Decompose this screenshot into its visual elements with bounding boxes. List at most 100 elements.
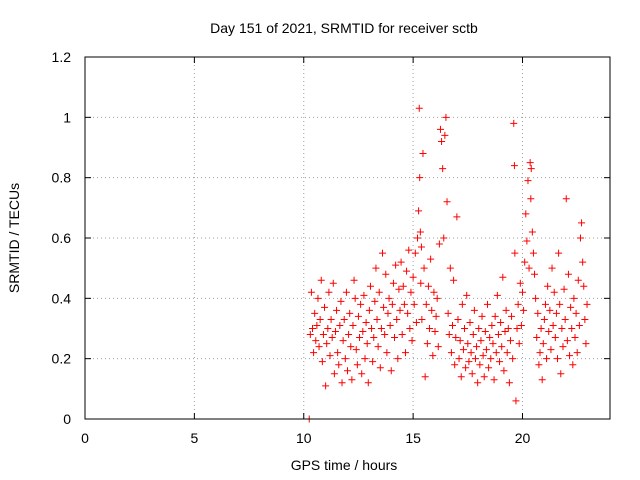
data-point bbox=[338, 379, 346, 387]
data-point bbox=[544, 282, 552, 290]
data-point bbox=[316, 315, 324, 323]
data-point bbox=[406, 325, 414, 332]
x-tick-label: 20 bbox=[515, 430, 531, 446]
data-point bbox=[532, 294, 540, 302]
y-tick-label: 0.8 bbox=[52, 170, 72, 186]
data-point bbox=[527, 165, 535, 173]
data-point bbox=[481, 328, 489, 336]
data-point bbox=[538, 376, 546, 384]
x-tick-label: 0 bbox=[81, 430, 89, 446]
data-point bbox=[499, 273, 507, 281]
data-point bbox=[344, 367, 351, 375]
data-point bbox=[529, 249, 537, 257]
data-point bbox=[464, 340, 472, 348]
y-tick-label: 0.6 bbox=[52, 230, 72, 246]
chart-title: Day 151 of 2021, SRMTID for receiver sct… bbox=[210, 20, 478, 36]
data-point bbox=[488, 321, 496, 329]
data-point bbox=[489, 340, 497, 348]
data-point bbox=[387, 367, 395, 375]
data-point bbox=[422, 300, 430, 308]
data-point bbox=[484, 300, 491, 308]
data-point bbox=[470, 306, 478, 314]
data-point bbox=[336, 321, 344, 329]
x-axis-label: GPS time / hours bbox=[291, 457, 398, 473]
data-point bbox=[546, 306, 554, 314]
data-point bbox=[524, 177, 532, 185]
data-point bbox=[580, 282, 588, 290]
data-point bbox=[443, 198, 451, 206]
data-point bbox=[389, 279, 397, 287]
data-point bbox=[421, 373, 429, 381]
data-point bbox=[471, 355, 479, 363]
data-point bbox=[526, 159, 534, 167]
data-point bbox=[420, 264, 428, 272]
data-point bbox=[324, 325, 332, 332]
data-point bbox=[576, 234, 584, 242]
data-point bbox=[351, 294, 359, 302]
data-point bbox=[454, 315, 462, 323]
data-point bbox=[496, 358, 504, 366]
data-point bbox=[511, 249, 519, 257]
data-point bbox=[540, 315, 548, 323]
data-point bbox=[385, 294, 393, 302]
data-point bbox=[547, 346, 555, 354]
data-point bbox=[370, 334, 378, 342]
data-point bbox=[522, 210, 530, 218]
data-point bbox=[401, 349, 409, 357]
data-point bbox=[461, 325, 469, 332]
data-point bbox=[435, 240, 443, 248]
data-point bbox=[327, 315, 335, 323]
data-point bbox=[514, 300, 522, 308]
data-point bbox=[326, 352, 334, 360]
data-point bbox=[340, 315, 348, 323]
data-point bbox=[411, 249, 419, 257]
data-points bbox=[305, 104, 591, 423]
data-point bbox=[462, 364, 470, 372]
data-point bbox=[536, 349, 544, 357]
data-point bbox=[407, 288, 415, 296]
data-point bbox=[564, 270, 572, 278]
data-point bbox=[575, 321, 583, 329]
data-point bbox=[442, 113, 450, 121]
data-point bbox=[346, 309, 354, 317]
data-point bbox=[306, 331, 314, 339]
data-point bbox=[433, 294, 441, 302]
data-point bbox=[393, 315, 401, 323]
data-point bbox=[397, 258, 405, 266]
data-point bbox=[487, 355, 495, 363]
data-point bbox=[555, 249, 563, 257]
data-point bbox=[469, 331, 477, 339]
data-point bbox=[474, 379, 482, 387]
data-point bbox=[311, 309, 319, 317]
data-point bbox=[554, 355, 561, 363]
x-tick-label: 10 bbox=[296, 430, 312, 446]
grid-lines bbox=[85, 57, 610, 419]
y-tick-label: 0 bbox=[63, 411, 71, 427]
data-point bbox=[521, 258, 529, 266]
data-point bbox=[419, 150, 427, 158]
data-point bbox=[531, 270, 539, 278]
data-point bbox=[369, 358, 377, 366]
data-point bbox=[519, 288, 526, 296]
data-point bbox=[509, 355, 517, 363]
data-point bbox=[566, 352, 574, 360]
data-point bbox=[377, 325, 385, 332]
data-point bbox=[398, 331, 406, 339]
data-point bbox=[309, 325, 316, 332]
data-point bbox=[558, 325, 566, 332]
data-point bbox=[357, 300, 365, 308]
data-point bbox=[352, 346, 360, 354]
data-point bbox=[490, 376, 498, 384]
data-point bbox=[430, 288, 438, 296]
y-tick-label: 1.2 bbox=[52, 49, 72, 65]
data-point bbox=[325, 288, 333, 296]
data-point bbox=[427, 255, 435, 263]
data-point bbox=[381, 331, 389, 339]
data-point bbox=[404, 309, 412, 317]
data-point bbox=[466, 318, 474, 326]
data-point bbox=[376, 364, 384, 372]
data-point bbox=[486, 334, 494, 342]
data-point bbox=[312, 337, 320, 345]
data-point bbox=[527, 195, 535, 203]
data-point bbox=[491, 312, 499, 320]
